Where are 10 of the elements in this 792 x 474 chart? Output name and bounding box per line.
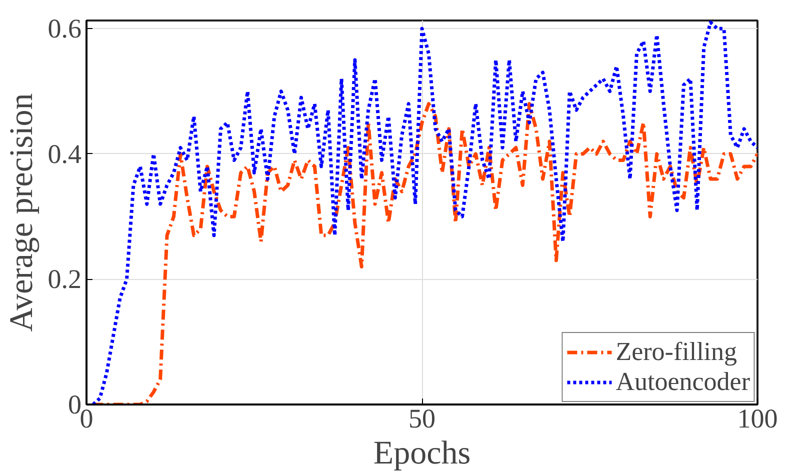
y-tick-label: 0.6	[48, 14, 82, 44]
y-axis-title: Average precision	[4, 93, 40, 332]
line-series	[91, 20, 758, 404]
legend-label: Autoencoder	[616, 367, 750, 397]
x-tick-label: 50	[408, 404, 436, 434]
legend-label: Zero-filling	[616, 337, 738, 367]
y-tick-label: 0.2	[48, 264, 82, 294]
x-axis-title: Epochs	[373, 436, 471, 472]
y-tick-label: 0.4	[48, 138, 82, 169]
x-tick-label: 100	[737, 404, 778, 434]
